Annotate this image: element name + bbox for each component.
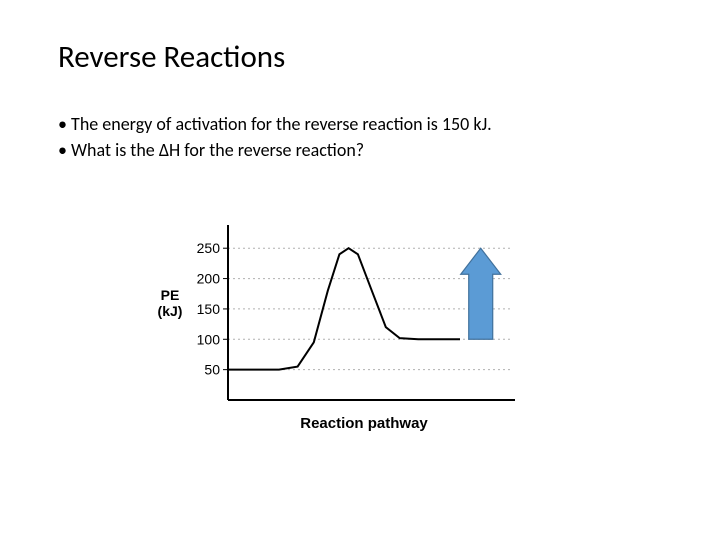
slide-container: Reverse Reactions • The energy of activa…: [0, 0, 720, 540]
svg-text:Reaction pathway: Reaction pathway: [300, 415, 428, 432]
svg-text:150: 150: [197, 301, 221, 317]
bullet-text: What is the ΔH for the reverse reaction?: [71, 139, 364, 161]
svg-text:250: 250: [197, 240, 221, 256]
bullet-item: • The energy of activation for the rever…: [58, 112, 662, 136]
svg-text:200: 200: [197, 271, 221, 287]
bullet-item: • What is the ΔH for the reverse reactio…: [58, 138, 662, 162]
svg-text:(kJ): (kJ): [158, 303, 183, 319]
svg-text:50: 50: [204, 362, 220, 378]
chart-svg: 50 100 150 200 250 PE(kJ) Reaction pathway: [150, 220, 530, 450]
svg-text:100: 100: [197, 331, 221, 347]
svg-text:PE: PE: [161, 287, 180, 303]
energy-diagram-chart: 50 100 150 200 250 PE(kJ) Reaction pathway: [150, 220, 530, 450]
page-title: Reverse Reactions: [58, 38, 662, 76]
bullet-list: • The energy of activation for the rever…: [58, 112, 662, 163]
bullet-text: The energy of activation for the reverse…: [71, 113, 492, 135]
